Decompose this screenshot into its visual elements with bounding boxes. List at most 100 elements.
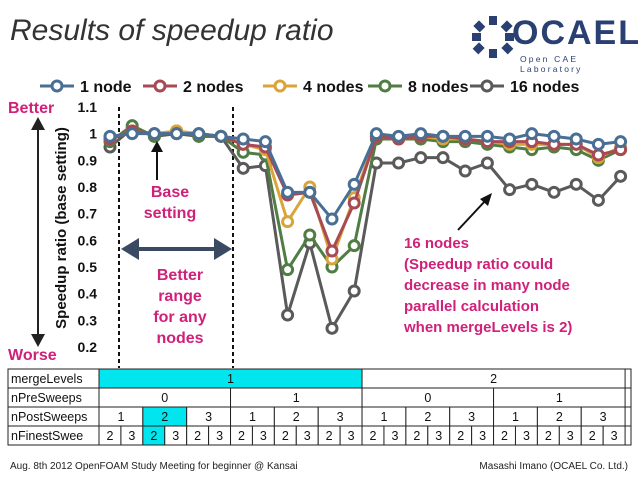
param-cell-value: 3 (216, 429, 223, 443)
param-cell-value: 2 (282, 429, 289, 443)
logo-ring-icon (472, 16, 514, 58)
param-cell-value: 1 (293, 391, 300, 405)
worse-arrow-head-icon (31, 334, 45, 347)
footer-event: Aug. 8th 2012 OpenFOAM Study Meeting for… (10, 461, 298, 472)
param-cell-value: 0 (161, 391, 168, 405)
base-setting-label: Base (151, 184, 189, 201)
data-point (325, 212, 339, 226)
param-cell-value: 1 (380, 410, 387, 424)
param-cell-value: 2 (589, 429, 596, 443)
data-point (281, 215, 295, 229)
legend-label: 16 nodes (510, 79, 579, 96)
better-range-label: Better (157, 267, 203, 284)
param-cell-value: 3 (479, 429, 486, 443)
param-cell-value: 3 (260, 429, 267, 443)
data-point (436, 129, 450, 143)
param-cell-value: 1 (117, 410, 124, 424)
data-point (325, 321, 339, 335)
ocael-logo: OCAEL Open CAE Laboratory (470, 10, 638, 74)
legend-label: 2 nodes (183, 79, 244, 96)
data-point (236, 132, 250, 146)
data-point (281, 185, 295, 199)
data-point (525, 177, 539, 191)
data-point (303, 228, 317, 242)
param-cell-value: 2 (326, 429, 333, 443)
data-point (458, 164, 472, 178)
param-cell-value: 2 (490, 372, 497, 386)
data-point (547, 129, 561, 143)
base-setting-arrow-head-icon (151, 141, 163, 152)
param-cell-value: 3 (611, 429, 618, 443)
better-range-label: nodes (156, 330, 203, 347)
param-cell-value: 1 (512, 410, 519, 424)
param-cell-value: 3 (435, 429, 442, 443)
legend-label: 1 node (80, 79, 132, 96)
data-point (414, 151, 428, 165)
data-point (614, 169, 628, 183)
base-setting-label: setting (144, 205, 196, 222)
worse-label: Worse (8, 347, 57, 364)
param-cell-value: 1 (249, 410, 256, 424)
data-point (369, 127, 383, 141)
param-row-label: nFinestSwee (11, 429, 83, 443)
param-cell-value: 1 (556, 391, 563, 405)
legend-swatch-marker (273, 79, 287, 93)
data-point (480, 156, 494, 170)
sixteen-node-note-line: 16 nodes (404, 235, 469, 252)
logo-text: OCAEL (512, 14, 638, 52)
data-point (125, 127, 139, 141)
y-tick-label: 1 (89, 126, 97, 142)
param-cell-value: 3 (128, 429, 135, 443)
y-tick-label: 0.8 (78, 179, 98, 195)
sixteen-node-note-line: parallel calculation (404, 298, 539, 315)
param-cell-value: 2 (238, 429, 245, 443)
param-cell-value: 2 (457, 429, 464, 443)
better-range-label: range (158, 288, 202, 305)
data-point (458, 129, 472, 143)
y-tick-label: 0.4 (78, 286, 98, 302)
param-cell-value: 3 (337, 410, 344, 424)
param-cell-value: 3 (600, 410, 607, 424)
data-point (525, 127, 539, 141)
y-tick-label: 0.9 (78, 152, 98, 168)
legend-swatch-marker (153, 79, 167, 93)
data-point (569, 177, 583, 191)
data-point (547, 185, 561, 199)
data-point (614, 135, 628, 149)
data-point (392, 129, 406, 143)
param-cell-value: 3 (304, 429, 311, 443)
y-tick-label: 0.6 (78, 232, 98, 248)
better-arrow-head-icon (31, 117, 45, 130)
data-point (414, 127, 428, 141)
data-point (591, 193, 605, 207)
param-cell-value: 0 (424, 391, 431, 405)
data-point (591, 148, 605, 162)
param-cell-value: 2 (106, 429, 113, 443)
better-range-label: for any (153, 309, 206, 326)
data-point (325, 244, 339, 258)
legend-swatch-marker (378, 79, 392, 93)
param-cell-value: 2 (150, 429, 157, 443)
data-point (147, 127, 161, 141)
data-point (192, 127, 206, 141)
param-cell-value: 3 (205, 410, 212, 424)
data-point (347, 239, 361, 253)
better-range-arrow-right-icon (214, 238, 232, 260)
data-point (236, 161, 250, 175)
data-point (347, 196, 361, 210)
legend-swatch-marker (50, 79, 64, 93)
data-point (303, 185, 317, 199)
param-cell-value: 3 (172, 429, 179, 443)
data-point (258, 135, 272, 149)
logo-subtext: Open CAE Laboratory (520, 54, 583, 74)
data-point (503, 183, 517, 197)
data-point (480, 129, 494, 143)
data-point (281, 263, 295, 277)
param-cell-value: 2 (194, 429, 201, 443)
param-cell-value: 2 (293, 410, 300, 424)
data-point (281, 308, 295, 322)
data-point (347, 284, 361, 298)
param-cell-value: 2 (545, 429, 552, 443)
y-tick-label: 0.5 (78, 259, 98, 275)
legend-label: 4 nodes (303, 79, 364, 96)
